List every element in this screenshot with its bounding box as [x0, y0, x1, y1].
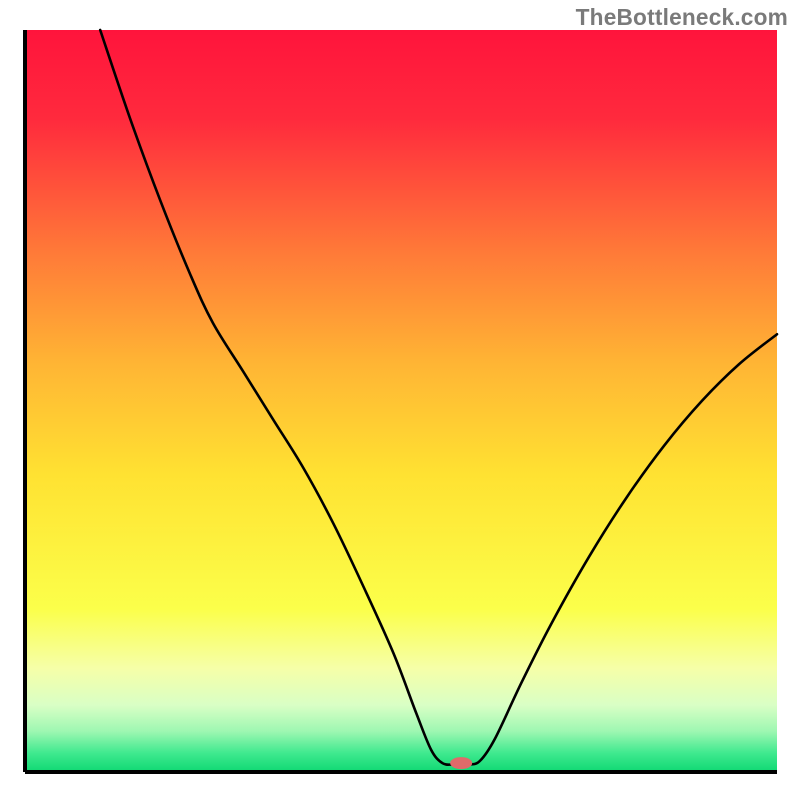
chart-svg — [0, 0, 800, 800]
bottleneck-chart: TheBottleneck.com — [0, 0, 800, 800]
watermark: TheBottleneck.com — [576, 4, 788, 31]
optimum-marker — [450, 757, 472, 769]
